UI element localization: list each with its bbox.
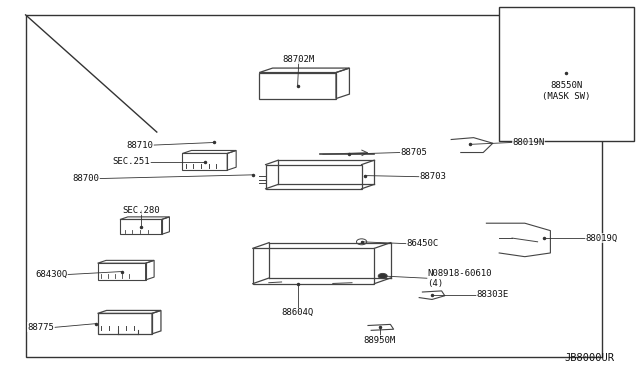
Circle shape <box>378 273 387 279</box>
Text: 88950M: 88950M <box>364 336 396 345</box>
Text: JB8000UR: JB8000UR <box>564 353 614 363</box>
Bar <box>26 15 602 357</box>
Text: 88019N: 88019N <box>512 138 544 147</box>
Text: 88604Q: 88604Q <box>282 308 314 317</box>
Text: 88775: 88775 <box>28 323 54 332</box>
Text: N08918-60610
(4): N08918-60610 (4) <box>428 269 492 288</box>
Text: 88703: 88703 <box>419 172 446 181</box>
Text: SEC.251: SEC.251 <box>113 157 150 166</box>
Text: 88700: 88700 <box>72 174 99 183</box>
Text: 88710: 88710 <box>127 141 154 150</box>
Text: SEC.280: SEC.280 <box>122 206 159 215</box>
Text: 88705: 88705 <box>400 148 427 157</box>
Text: 68430Q: 68430Q <box>35 270 67 279</box>
Bar <box>499 7 634 141</box>
Text: 88702M: 88702M <box>283 55 315 64</box>
Text: 88550N
(MASK SW): 88550N (MASK SW) <box>542 81 591 101</box>
Text: 88303E: 88303E <box>477 291 509 299</box>
Text: 86450C: 86450C <box>406 239 438 248</box>
Text: 88019Q: 88019Q <box>586 234 618 243</box>
